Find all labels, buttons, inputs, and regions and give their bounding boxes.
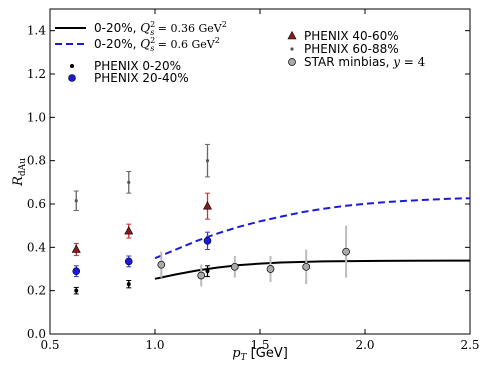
point-marker — [68, 74, 76, 82]
legend-label: STAR minbias, y = 4 — [304, 55, 426, 69]
point-marker — [126, 282, 131, 287]
point-marker — [288, 58, 296, 66]
point-marker — [70, 64, 74, 68]
legend-label: PHENIX 60-88% — [304, 42, 399, 56]
y-tick-label: 1.4 — [27, 24, 46, 38]
point-marker — [127, 180, 131, 184]
x-tick-label: 2.0 — [355, 338, 374, 352]
x-tick-label: 2.5 — [460, 338, 479, 352]
legend-label: PHENIX 20-40% — [94, 71, 189, 85]
curve-dashed — [154, 197, 471, 260]
point-marker — [205, 269, 210, 274]
point-marker — [342, 247, 350, 256]
theory-curves — [154, 197, 471, 280]
point-marker — [157, 260, 166, 269]
point-marker — [205, 159, 210, 163]
point-marker — [302, 262, 311, 271]
data-points — [71, 143, 350, 295]
y-axis-label: RdAu — [11, 158, 28, 187]
series-graycircle — [157, 225, 350, 287]
x-tick-label: 1.0 — [145, 338, 164, 352]
legend-label: PHENIX 0-20% — [94, 59, 181, 73]
x-axis-label: pT [GeV] — [232, 346, 288, 363]
y-tick-label: 1.0 — [27, 110, 46, 124]
legend-label: 0-20%, Q2 s = 0.36 GeV2 — [94, 20, 227, 37]
series-smalldot — [73, 143, 210, 211]
point-marker — [290, 47, 294, 51]
point-marker — [74, 199, 78, 203]
point-marker — [74, 288, 79, 293]
point-marker — [124, 225, 134, 235]
y-tick-label: 0.4 — [27, 240, 46, 254]
series-dot — [73, 265, 210, 295]
y-tick-label: 0.8 — [27, 154, 46, 168]
point-marker — [72, 267, 81, 275]
y-tick-label: 0.6 — [27, 197, 46, 211]
axis-ticks: 0.5 1.0 1.5 2.0 2.5 0.0 0.2 0.4 0.6 0.8 1.0 1.2 1.4 — [27, 9, 480, 352]
point-marker — [266, 265, 275, 273]
point-marker — [197, 271, 206, 280]
point-marker — [124, 257, 133, 266]
point-marker — [203, 201, 212, 210]
point-marker — [71, 244, 81, 253]
legend-label: 0-20%, Q2 s = 0.6 GeV2 — [94, 36, 220, 53]
y-tick-label: 0.0 — [27, 327, 46, 341]
point-marker — [287, 30, 297, 40]
x-tick-label: 1.5 — [250, 338, 269, 352]
point-marker — [230, 262, 239, 271]
series-triangle — [71, 192, 212, 257]
y-tick-label: 1.2 — [27, 67, 46, 81]
x-tick-label: 0.5 — [40, 338, 59, 352]
y-tick-label: 0.2 — [27, 284, 46, 298]
series-circle — [72, 231, 212, 278]
point-marker — [203, 237, 212, 245]
legend-label: PHENIX 40-60% — [304, 29, 399, 43]
